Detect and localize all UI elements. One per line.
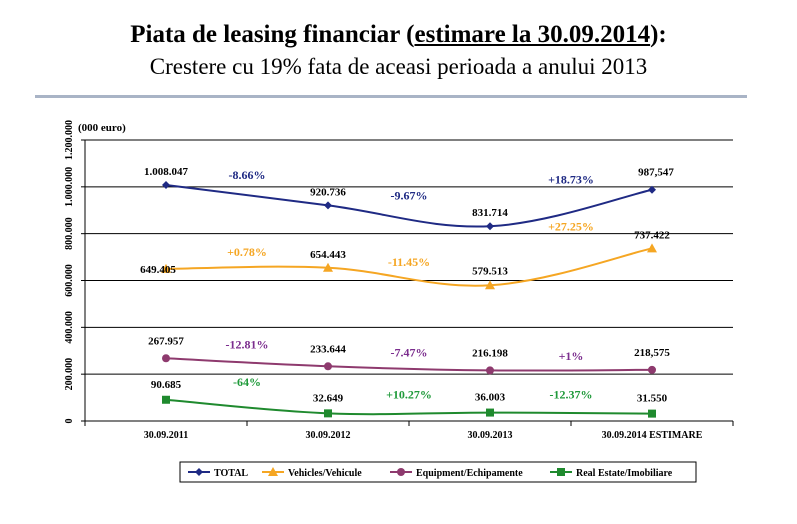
marker-circle — [648, 365, 656, 374]
value-label: 36.003 — [475, 392, 506, 404]
value-label: 654.443 — [310, 249, 346, 261]
change-label: +10.27% — [386, 388, 432, 402]
chart-legend: TOTAL Vehicles/Vehicule Equipment/Echipame… — [179, 461, 697, 483]
value-label: 218,575 — [634, 347, 670, 359]
y-tick-label: 1.000.000 — [64, 167, 75, 207]
marker-diamond — [648, 185, 656, 194]
y-tick-label: 1.200.000 — [64, 120, 75, 160]
marker-square — [486, 408, 494, 417]
change-label: -64% — [233, 375, 261, 389]
x-tick-label: 30.09.2012 — [306, 430, 351, 441]
marker-diamond — [324, 201, 332, 210]
marker-triangle — [268, 467, 278, 476]
marker-circle — [162, 354, 170, 363]
value-label: 831.714 — [472, 207, 508, 219]
chart-grid — [85, 139, 733, 375]
page-subtitle: Crestere cu 19% fata de aceasi perioada … — [149, 54, 648, 79]
marker-triangle — [161, 263, 171, 273]
y-tick-label: 400.000 — [64, 311, 75, 344]
marker-diamond — [486, 222, 494, 231]
series-line — [165, 398, 653, 416]
value-label: 579.513 — [472, 265, 508, 277]
value-label: 737.422 — [634, 229, 670, 241]
marker-square — [557, 468, 565, 476]
change-label: +18.73% — [548, 173, 594, 187]
marker-diamond — [195, 468, 203, 476]
value-label: 1.008.047 — [144, 166, 189, 178]
legend-label: Equipment/Echipamente — [416, 468, 523, 479]
legend-label: Real Estate/Imobiliare — [576, 468, 673, 479]
value-label: 216.198 — [472, 347, 508, 359]
title-underlined: estimare la 30.09.2014 — [414, 21, 651, 48]
value-label: 987,547 — [638, 167, 674, 179]
y-tick-label: 600.000 — [64, 264, 75, 297]
value-label: 31.550 — [637, 393, 668, 405]
legend-label: TOTAL — [214, 468, 248, 479]
marker-square — [162, 395, 170, 404]
marker-circle — [324, 362, 332, 371]
series-line — [165, 357, 653, 372]
marker-square — [648, 409, 656, 418]
marker-square — [324, 409, 332, 418]
legend-box — [179, 461, 697, 483]
value-label: 90.685 — [151, 379, 182, 391]
change-label: +0.78% — [227, 245, 267, 259]
page-title: Piata de leasing financiar (estimare la … — [0, 20, 797, 50]
series-markers — [161, 180, 657, 418]
marker-diamond — [162, 180, 170, 189]
title-block: Piata de leasing financiar (estimare la … — [0, 20, 797, 82]
y-tick-label: 800.000 — [64, 217, 75, 250]
title-divider — [35, 95, 747, 98]
x-axis-ticks: 30.09.2011 30.09.2012 30.09.2013 30.09.2014… — [144, 430, 703, 441]
value-labels: 1.008.047 920.736 831.714 987,547 649.405 654… — [140, 166, 674, 405]
change-label: -11.45% — [388, 255, 430, 269]
title-prefix: Piata de leasing financiar ( — [130, 21, 415, 48]
value-label: 32.649 — [313, 392, 344, 404]
value-label: 649.405 — [140, 264, 176, 276]
series-lines — [165, 183, 653, 416]
x-tick-label: 30.09.2011 — [144, 430, 188, 441]
unit-label: (000 euro) — [78, 122, 126, 134]
change-labels: -8.66% -9.67% +18.73% +0.78% -11.45% +27.25% -… — [226, 168, 594, 402]
marker-circle — [397, 468, 405, 476]
change-label: -9.67% — [391, 188, 428, 202]
series-line — [165, 247, 653, 287]
marker-circle — [486, 366, 494, 375]
change-label: -12.37% — [550, 388, 593, 402]
y-axis-ticks: 0 200.000 400.000 600.000 800.000 1.000.000 1.… — [64, 120, 75, 424]
change-label: -8.66% — [229, 168, 266, 182]
change-label: -7.47% — [391, 345, 428, 359]
marker-triangle — [485, 280, 495, 290]
value-label: 920.736 — [310, 186, 346, 198]
value-label: 267.957 — [148, 335, 184, 347]
legend-label: Vehicles/Vehicule — [288, 468, 362, 479]
y-tick-label: 0 — [64, 419, 75, 424]
series-line — [165, 183, 653, 228]
x-tick-label: 30.09.2014 ESTIMARE — [602, 430, 703, 441]
change-label: +1% — [559, 349, 584, 363]
y-tick-label: 200.000 — [64, 358, 75, 391]
value-label: 233.644 — [310, 343, 346, 355]
title-suffix: ): — [650, 21, 667, 48]
marker-triangle — [647, 243, 657, 253]
change-label: +27.25% — [548, 219, 594, 233]
change-label: -12.81% — [226, 337, 269, 351]
chart-axes — [81, 139, 734, 426]
marker-triangle — [323, 262, 333, 272]
x-tick-label: 30.09.2013 — [468, 430, 513, 441]
